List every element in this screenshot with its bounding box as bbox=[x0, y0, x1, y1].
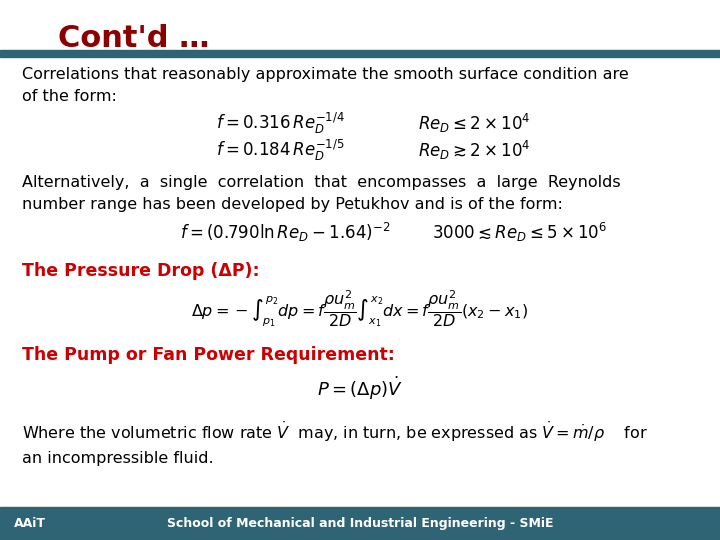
Text: Where the volumetric flow rate $\dot{V}$  may, in turn, be expressed as $\dot{V}: Where the volumetric flow rate $\dot{V}$… bbox=[22, 420, 647, 465]
Text: $f = 0.316\,Re_D^{-1/4}$: $f = 0.316\,Re_D^{-1/4}$ bbox=[216, 110, 345, 136]
Text: School of Mechanical and Industrial Engineering - SMiE: School of Mechanical and Industrial Engi… bbox=[167, 517, 553, 530]
Text: $Re_D \leq 2 \times 10^4$: $Re_D \leq 2 \times 10^4$ bbox=[418, 112, 530, 134]
Text: Alternatively,  a  single  correlation  that  encompasses  a  large  Reynolds
nu: Alternatively, a single correlation that… bbox=[22, 176, 620, 212]
Text: $P = (\Delta p)\dot{V}$: $P = (\Delta p)\dot{V}$ bbox=[317, 375, 403, 402]
Text: $Re_D \gtrsim 2 \times 10^4$: $Re_D \gtrsim 2 \times 10^4$ bbox=[418, 139, 530, 161]
Text: Correlations that reasonably approximate the smooth surface condition are
of the: Correlations that reasonably approximate… bbox=[22, 68, 629, 104]
Text: $f = 0.184\,Re_D^{-1/5}$: $f = 0.184\,Re_D^{-1/5}$ bbox=[216, 137, 345, 163]
Text: $f = (0.790\ln Re_D - 1.64)^{-2}$: $f = (0.790\ln Re_D - 1.64)^{-2}$ bbox=[180, 221, 390, 244]
Text: Cont'd …: Cont'd … bbox=[58, 24, 209, 53]
Text: AAiT: AAiT bbox=[14, 517, 46, 530]
Text: $3000 \lesssim Re_D \leq 5 \times 10^6$: $3000 \lesssim Re_D \leq 5 \times 10^6$ bbox=[432, 221, 607, 244]
Text: The Pump or Fan Power Requirement:: The Pump or Fan Power Requirement: bbox=[22, 346, 395, 363]
Text: $\Delta p = -\int_{p_1}^{p_2} dp = f\dfrac{\rho u_m^2}{2D}\int_{x_1}^{x_2} dx = : $\Delta p = -\int_{p_1}^{p_2} dp = f\dfr… bbox=[192, 288, 528, 329]
Bar bbox=[0, 50, 720, 57]
Bar bbox=[0, 507, 720, 540]
Text: The Pressure Drop (ΔP):: The Pressure Drop (ΔP): bbox=[22, 262, 259, 280]
